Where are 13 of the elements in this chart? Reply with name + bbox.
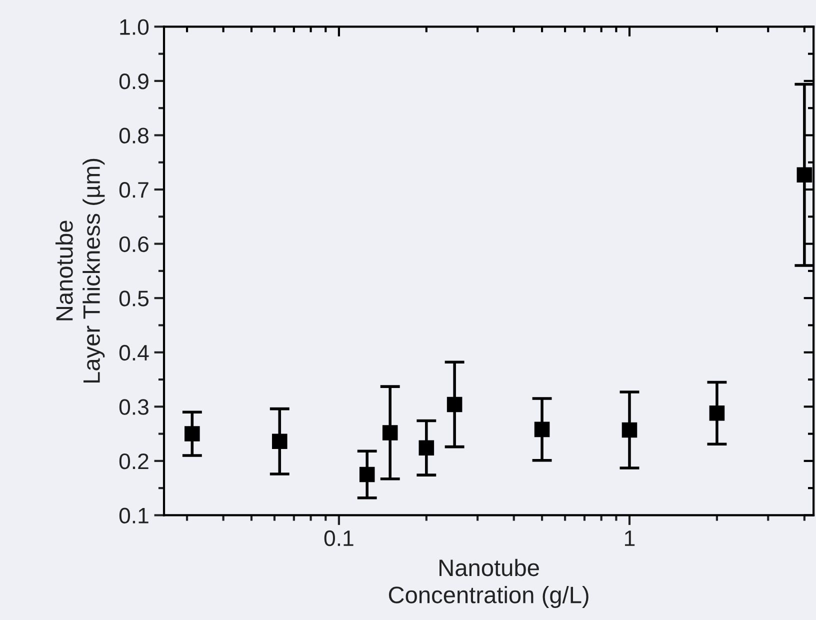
y-tick-label: 0.5 xyxy=(119,290,149,306)
y-tick-label: 0.4 xyxy=(119,344,149,361)
y-tick-label: 0.3 xyxy=(119,399,148,415)
x-tick-label: 1 xyxy=(625,530,635,546)
y-tick-label: 0.1 xyxy=(119,508,148,524)
y-tick-label: 0.7 xyxy=(119,182,148,198)
y-tick-label: 0.8 xyxy=(119,128,148,144)
x-axis-title: Nanotube Concentration (g/L) xyxy=(388,558,588,608)
y-tick-label: 1.0 xyxy=(120,19,149,35)
y-tick-label: 0.9 xyxy=(119,73,148,90)
y-axis-title: Nanotube Layer Thickness (µm) xyxy=(56,158,105,383)
y-tick-label: 0.2 xyxy=(119,453,148,470)
y-tick-label: 0.6 xyxy=(119,236,148,252)
